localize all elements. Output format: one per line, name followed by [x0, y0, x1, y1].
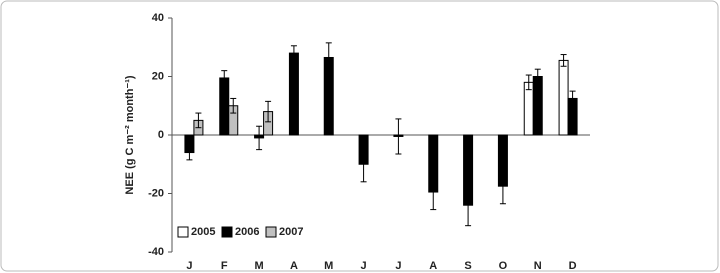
- error-bar: [499, 168, 506, 205]
- error-bar: [325, 42, 332, 73]
- error-bar: [534, 68, 541, 85]
- error-bar: [560, 54, 567, 67]
- x-tick-label: A: [429, 260, 437, 272]
- error-bar: [221, 70, 228, 86]
- error-bar: [360, 146, 367, 183]
- x-tick-label: O: [499, 260, 508, 272]
- legend-label: 2005: [191, 226, 215, 238]
- y-tick-label: 0: [158, 129, 164, 141]
- y-tick-label: -20: [148, 187, 164, 199]
- legend-swatch: [221, 226, 233, 238]
- error-bar: [525, 74, 532, 91]
- legend-label: 2007: [279, 226, 303, 238]
- bar: [288, 52, 299, 136]
- x-tick-label: N: [534, 260, 542, 272]
- legend-swatch: [177, 226, 189, 238]
- error-bar: [430, 173, 437, 211]
- error-bar: [569, 90, 576, 107]
- x-tick-label: S: [464, 260, 471, 272]
- error-bar: [230, 97, 237, 114]
- bar: [523, 81, 534, 136]
- x-tick-label: A: [290, 260, 298, 272]
- x-tick-label: J: [361, 260, 367, 272]
- y-tick-label: 40: [152, 12, 164, 24]
- x-tick-label: D: [569, 260, 577, 272]
- x-tick-label: M: [324, 260, 333, 272]
- error-bar: [256, 125, 263, 151]
- error-bar: [186, 144, 193, 161]
- x-tick-label: J: [395, 260, 401, 272]
- x-tick-label: F: [221, 260, 228, 272]
- y-tick-label: -40: [148, 246, 164, 258]
- error-bar: [290, 45, 297, 61]
- y-axis-title: NEE (g C m⁻² month⁻¹): [124, 75, 136, 194]
- legend-label: 2006: [235, 226, 259, 238]
- legend-swatch: [265, 226, 277, 238]
- bar: [219, 77, 230, 136]
- error-bar: [195, 112, 202, 129]
- error-bar: [265, 100, 272, 123]
- x-tick-label: M: [254, 260, 263, 272]
- bar: [558, 59, 569, 136]
- y-tick-label: 20: [152, 70, 164, 82]
- x-tick-label: J: [186, 260, 192, 272]
- error-bar: [465, 184, 472, 227]
- bar: [532, 76, 543, 136]
- error-bar: [395, 118, 402, 155]
